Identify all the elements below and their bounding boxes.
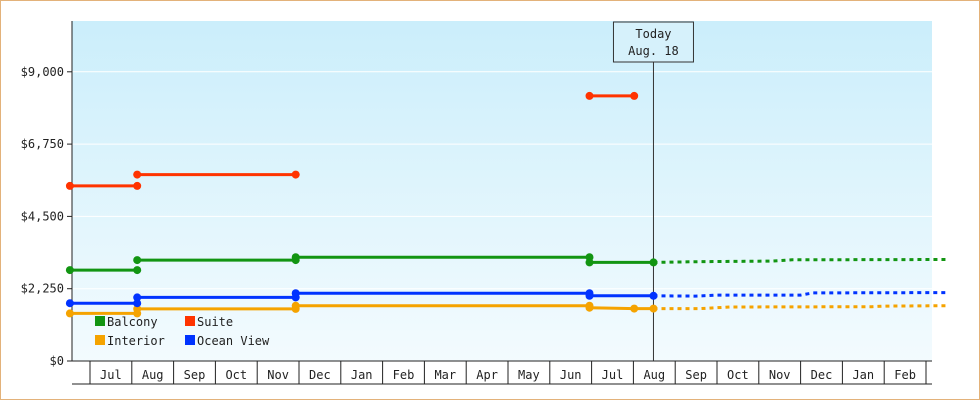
- x-tick-label: Feb: [393, 368, 415, 382]
- x-tick-label: Feb: [894, 368, 916, 382]
- x-tick-label: Jun: [560, 368, 582, 382]
- x-tick-label: May: [518, 368, 540, 382]
- x-tick-label: Aug: [142, 368, 164, 382]
- y-tick-label: $0: [50, 354, 64, 368]
- x-tick-label: Jul: [100, 368, 122, 382]
- data-point: [133, 293, 142, 302]
- data-point: [585, 91, 594, 100]
- x-tick-label: Jan: [852, 368, 874, 382]
- data-point: [291, 170, 300, 179]
- y-tick-label: $2,250: [21, 282, 64, 296]
- data-point: [585, 291, 594, 300]
- legend: Balcony Suite Interior Ocean View: [95, 315, 270, 348]
- series-lines: [65, 91, 658, 318]
- data-point: [291, 289, 300, 298]
- forecast-lines: [653, 258, 947, 311]
- x-tick-label: Mar: [434, 368, 456, 382]
- data-point: [630, 91, 639, 100]
- today-marker: Today Aug. 18: [612, 21, 694, 361]
- data-point: [65, 309, 74, 318]
- data-point: [65, 181, 74, 190]
- x-axis: Jul Aug Sep Oct Nov Dec Jan Feb Mar Apr May Jun Jul A…: [72, 360, 932, 385]
- forecast-line: [653, 304, 947, 311]
- x-tick-label: Jan: [351, 368, 373, 382]
- x-tick-label: Aug: [643, 368, 665, 382]
- legend-swatch: [95, 335, 105, 345]
- legend-label: Suite: [197, 315, 233, 329]
- x-tick-label: Sep: [685, 368, 707, 382]
- data-point: [133, 266, 142, 275]
- data-point: [649, 291, 658, 300]
- data-point: [65, 299, 74, 308]
- x-tick-label: Jul: [602, 368, 624, 382]
- data-point: [65, 266, 74, 275]
- y-tick-label: $4,500: [21, 209, 64, 223]
- data-point: [133, 299, 142, 308]
- data-point: [585, 258, 594, 267]
- y-tick-label: $6,750: [21, 137, 64, 151]
- data-point: [630, 304, 639, 313]
- x-tick-label: Nov: [769, 368, 791, 382]
- x-tick-label: Sep: [184, 368, 206, 382]
- x-tick-label: Oct: [727, 368, 749, 382]
- legend-swatch: [185, 335, 195, 345]
- data-point: [133, 256, 142, 265]
- legend-swatch: [95, 316, 105, 326]
- data-point: [291, 301, 300, 310]
- data-point: [649, 304, 658, 313]
- today-label: Today: [635, 27, 671, 41]
- series-line: [589, 306, 654, 311]
- y-axis: $0 $2,250 $4,500 $6,750 $9,000: [21, 21, 73, 368]
- gridlines: [72, 71, 932, 290]
- today-date: Aug. 18: [628, 44, 679, 58]
- x-tick-label: Dec: [811, 368, 833, 382]
- y-tick-label: $9,000: [21, 65, 64, 79]
- data-point: [133, 304, 142, 313]
- x-tick-label: Apr: [476, 368, 498, 382]
- x-tick-label: Oct: [225, 368, 247, 382]
- today-box: [612, 21, 694, 63]
- data-point: [133, 181, 142, 190]
- legend-swatch: [185, 316, 195, 326]
- data-point: [133, 170, 142, 179]
- data-point: [585, 303, 594, 312]
- x-tick-label: Nov: [267, 368, 289, 382]
- legend-label: Ocean View: [197, 334, 270, 348]
- legend-label: Interior: [107, 334, 165, 348]
- data-point: [291, 253, 300, 262]
- data-point: [649, 258, 658, 267]
- forecast-line: [653, 291, 947, 298]
- legend-label: Balcony: [107, 315, 158, 329]
- x-tick-label: Dec: [309, 368, 331, 382]
